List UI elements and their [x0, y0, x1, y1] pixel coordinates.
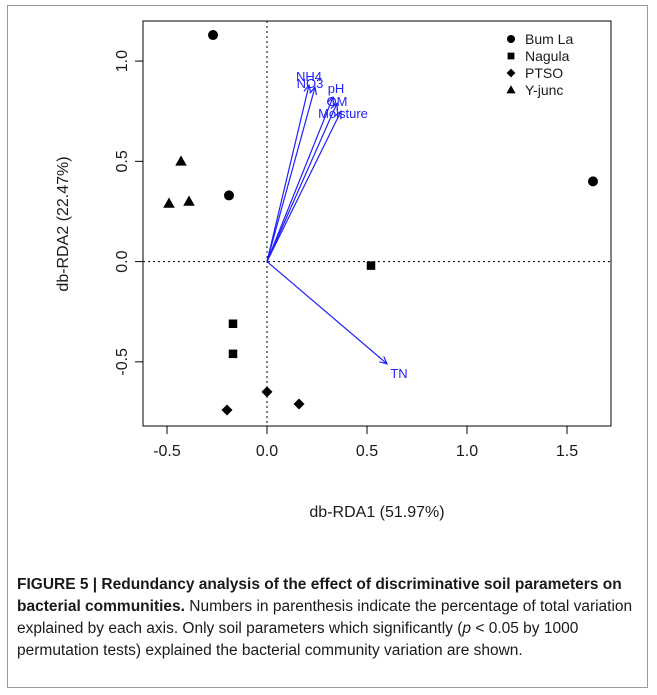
point-y-junc	[175, 155, 187, 166]
point-bum-la	[224, 190, 234, 201]
vector-arrowhead	[303, 83, 312, 94]
caption-text-1: Numbers in parenthesis indicate the perc…	[17, 598, 633, 637]
vector-label: NO3	[297, 76, 324, 91]
x-tick-label: 1.0	[456, 443, 478, 460]
vector-arrowhead	[334, 109, 342, 120]
vector-label: TN	[390, 366, 407, 381]
vector-om	[266, 102, 338, 262]
x-tick-label: 0.0	[256, 443, 278, 460]
caption-p-symbol: p	[462, 620, 472, 637]
x-tick-label: -0.5	[153, 443, 181, 460]
point-ptso	[293, 398, 305, 410]
point-ptso	[221, 404, 233, 416]
vector-no3	[266, 87, 316, 262]
vector-label: pH	[328, 81, 345, 96]
legend-label: Y-junc	[525, 82, 563, 98]
point-y-junc	[163, 197, 175, 208]
vector-moisture	[266, 110, 342, 262]
figure-caption: FIGURE 5 | Redundancy analysis of the ef…	[17, 574, 642, 662]
vector-arrowhead	[379, 356, 389, 365]
y-tick-label: 0.0	[114, 250, 131, 272]
point-bum-la	[588, 176, 598, 187]
point-ptso	[261, 386, 273, 398]
caption-text-2: < 0.05 by 1000 permutation tests) explai…	[17, 620, 579, 659]
point-nagula	[228, 349, 238, 359]
sample-points	[163, 30, 598, 416]
legend-marker	[507, 35, 515, 43]
x-tick-label: 1.5	[556, 443, 578, 460]
vector-arrowhead	[309, 85, 318, 96]
vector-label: Moisture	[318, 106, 368, 121]
point-bum-la	[208, 30, 218, 41]
vector-label: OM	[327, 94, 348, 109]
legend-marker	[506, 68, 516, 78]
figure-frame	[7, 5, 648, 688]
vector-arrowhead	[326, 95, 335, 106]
y-tick-label: 0.5	[114, 150, 131, 172]
y-axis-title: db-RDA2 (22.47%)	[55, 156, 72, 291]
legend-label: Nagula	[525, 48, 570, 64]
caption-label: FIGURE 5 | Redundancy analysis of the ef…	[17, 576, 622, 615]
legend-marker	[506, 85, 516, 94]
x-axis: -0.5 0.0 0.5 1.0 1.5	[153, 425, 578, 460]
vector-ph	[266, 96, 334, 262]
x-tick-label: 0.5	[356, 443, 378, 460]
point-nagula	[228, 319, 238, 328]
vector-tn	[266, 261, 388, 365]
vector-label: NH4	[296, 69, 322, 84]
point-y-junc	[183, 195, 195, 206]
x-axis-title: db-RDA1 (51.97%)	[309, 504, 444, 521]
legend-label: PTSO	[525, 65, 563, 81]
reference-lines	[143, 21, 611, 426]
legend-label: Bum La	[525, 31, 573, 47]
y-tick-label: 1.0	[114, 50, 131, 72]
legend-marker	[507, 52, 515, 60]
point-nagula	[366, 261, 376, 270]
vector-arrowhead	[330, 101, 338, 112]
y-axis: -0.5 0.0 0.5 1.0	[114, 50, 144, 376]
y-tick-label: -0.5	[114, 348, 131, 376]
vector-nh4	[266, 85, 310, 262]
